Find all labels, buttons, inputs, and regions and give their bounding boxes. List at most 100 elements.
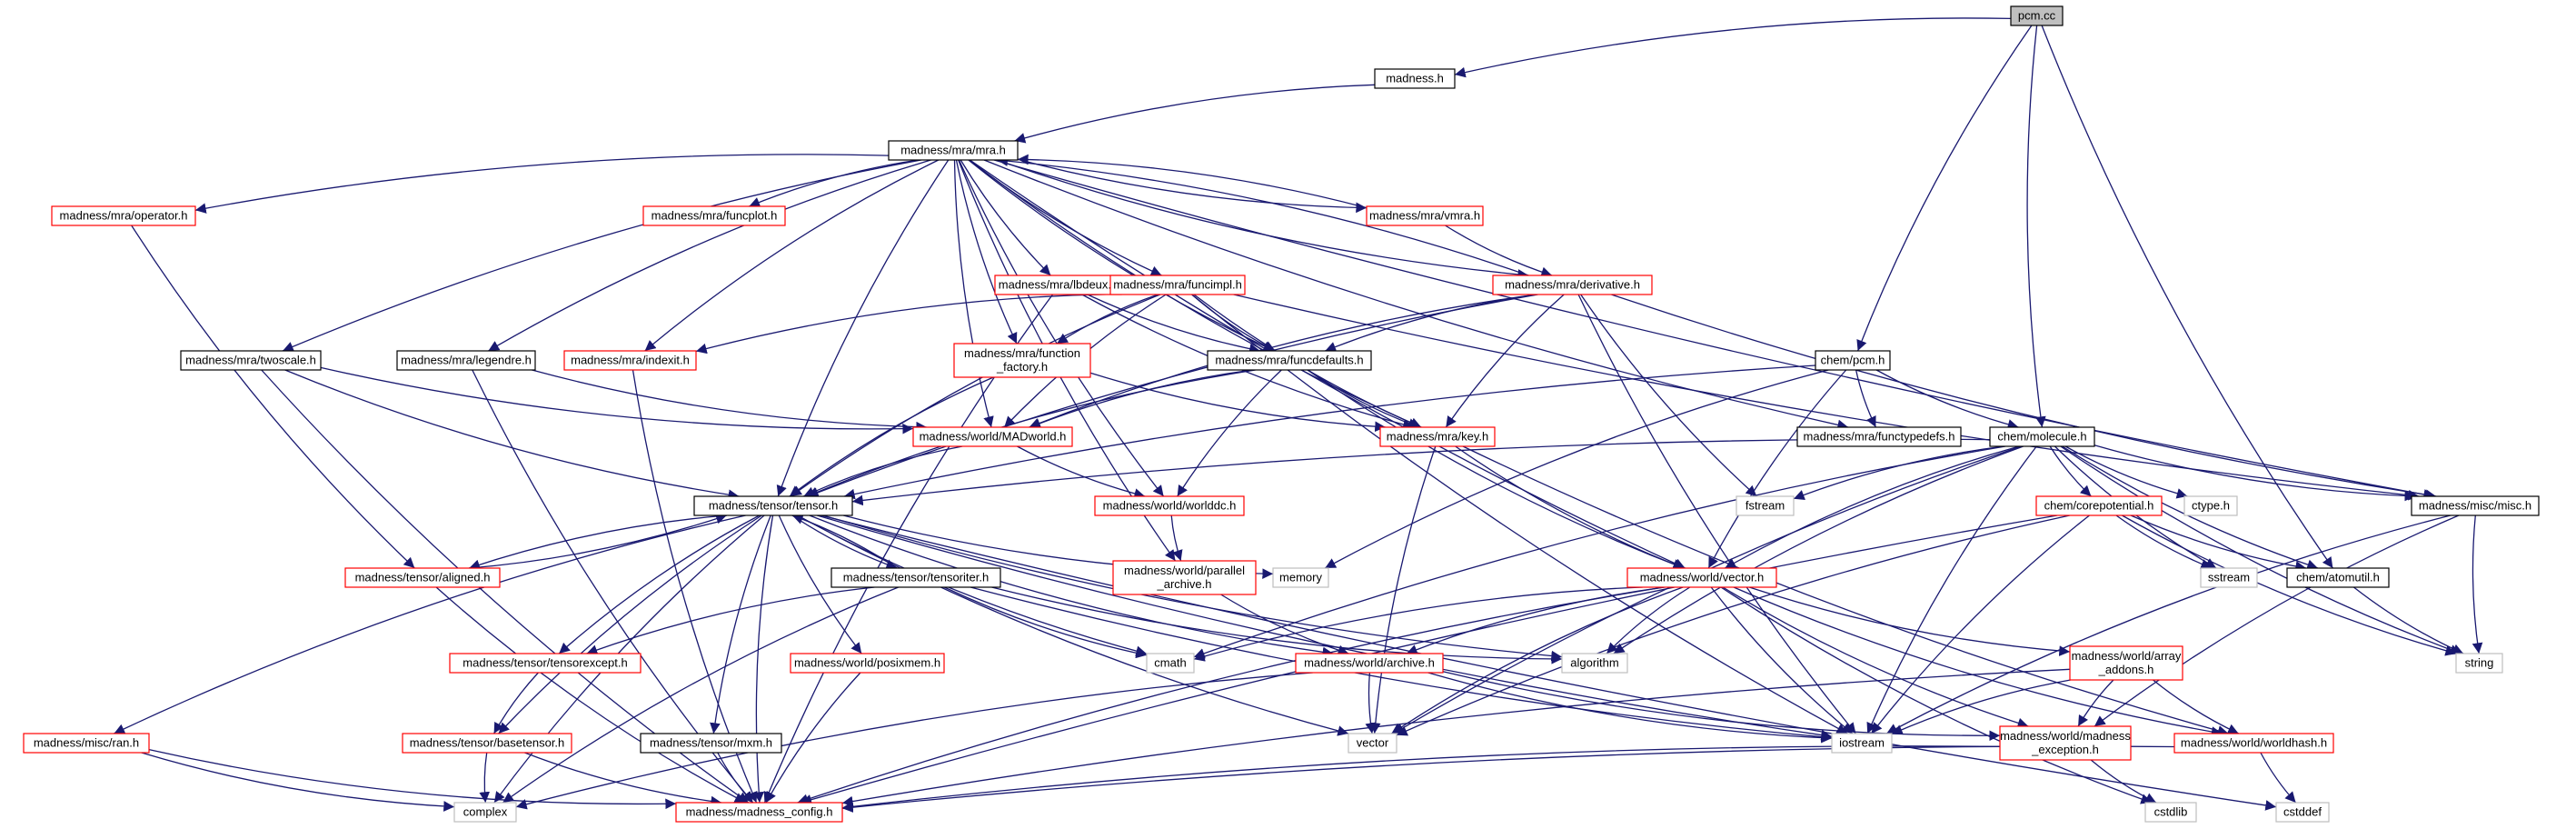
node-derivative-h[interactable]: madness/mra/derivative.h [1492, 275, 1653, 295]
node-ctype-h[interactable]: ctype.h [2183, 495, 2238, 516]
node-archive-h[interactable]: madness/world/archive.h [1295, 653, 1444, 674]
node-worldhash-h[interactable]: madness/world/worldhash.h [2173, 733, 2334, 754]
edge-vector_h-to-cstdlib [1720, 586, 2153, 804]
edge-twoscale_h-to-madworld_h [320, 366, 914, 434]
node-iostream[interactable]: iostream [1831, 733, 1893, 754]
node-basetensor-h[interactable]: madness/tensor/basetensor.h [402, 733, 572, 754]
node-worlddc-h[interactable]: madness/world/worlddc.h [1094, 495, 1245, 516]
node-pcm-cc[interactable]: pcm.cc [2010, 5, 2064, 26]
node-misc-h[interactable]: madness/misc/misc.h [2411, 495, 2540, 516]
edge-tensor_h-to-cstddef [821, 514, 2277, 811]
node-box [23, 733, 150, 754]
edge-funcimpl_h-to-function_factory_h [1056, 294, 1159, 345]
node-label: chem/atomutil.h [2296, 571, 2380, 584]
node-box [563, 350, 697, 371]
node-label: madness/world/worldhash.h [2181, 736, 2327, 750]
node-vector[interactable]: vector [1348, 733, 1397, 754]
node-label: _exception.h [2031, 743, 2099, 756]
node-label: _archive.h [1157, 577, 1212, 591]
node-vector-h[interactable]: madness/world/vector.h [1626, 567, 1777, 588]
edge-atomutil_h-to-string [2353, 586, 2464, 654]
node-box [1561, 653, 1628, 674]
node-tensor-h[interactable]: madness/tensor/tensor.h [693, 495, 853, 516]
node-cmath[interactable]: cmath [1146, 653, 1195, 674]
node-madness-exception-h[interactable]: madness/world/madness_exception.h [1999, 725, 2132, 761]
node-atomutil-h[interactable]: chem/atomutil.h [2286, 567, 2390, 588]
node-box [1736, 495, 1795, 516]
node-key-h[interactable]: madness/mra/key.h [1379, 426, 1496, 447]
node-parallel-archive-h[interactable]: madness/world/parallel_archive.h [1112, 560, 1257, 595]
edge-derivative_h-to-key_h [1445, 294, 1565, 428]
node-aligned-h[interactable]: madness/tensor/aligned.h [344, 567, 501, 588]
node-label: madness/tensor/mxm.h [650, 736, 772, 750]
edge-derivative_h-to-mra_h [997, 155, 1529, 276]
node-fstream[interactable]: fstream [1736, 495, 1795, 516]
node-funcimpl-h[interactable]: madness/mra/funcimpl.h [1109, 275, 1246, 295]
node-algorithm[interactable]: algorithm [1561, 653, 1628, 674]
node-function-factory-h[interactable]: madness/mra/function_factory.h [953, 343, 1091, 378]
node-funcdefaults-h[interactable]: madness/mra/funcdefaults.h [1207, 350, 1372, 371]
node-corepotential-h[interactable]: chem/corepotential.h [2035, 495, 2163, 516]
node-madness-h[interactable]: madness.h [1374, 68, 1456, 89]
node-madworld-h[interactable]: madness/world/MADworld.h [912, 426, 1073, 447]
node-cstddef[interactable]: cstddef [2275, 802, 2330, 823]
node-cstdlib[interactable]: cstdlib [2144, 802, 2197, 823]
node-indexit-h[interactable]: madness/mra/indexit.h [563, 350, 697, 371]
node-label: sstream [2208, 571, 2250, 584]
edge-madness_exception_h-to-cstdlib [2090, 759, 2157, 804]
node-twoscale-h[interactable]: madness/mra/twoscale.h [180, 350, 322, 371]
node-memory[interactable]: memory [1272, 567, 1329, 588]
node-mra-h[interactable]: madness/mra/mra.h [888, 140, 1019, 161]
node-complex[interactable]: complex [453, 802, 517, 823]
edge-tensoriter_h-to-algorithm [991, 586, 1563, 664]
node-box [1348, 733, 1397, 754]
node-array-addons-h[interactable]: madness/world/array_addons.h [2069, 645, 2183, 681]
node-box [180, 350, 322, 371]
node-tensoriter-h[interactable]: madness/tensor/tensoriter.h [830, 567, 1001, 588]
node-layer: pcm.cc madness.h madness/mra/mra.h madness/… [23, 5, 2540, 823]
edge-chem_pcm_h-to-tensor_h [843, 365, 1816, 500]
edge-mxm_h-to-madness_config_h [717, 752, 753, 804]
node-tensorexcept-h[interactable]: madness/tensor/tensorexcept.h [449, 653, 642, 674]
node-molecule-h[interactable]: chem/molecule.h [1989, 426, 2095, 447]
node-sstream[interactable]: sstream [2200, 567, 2258, 588]
node-ran-h[interactable]: madness/misc/ran.h [23, 733, 150, 754]
node-box [888, 140, 1019, 161]
node-label: madness/world/worlddc.h [1103, 499, 1237, 513]
node-posixmem-h[interactable]: madness/world/posixmem.h [790, 653, 945, 674]
edge-array_addons_h-to-madness_config_h [841, 668, 2071, 807]
edge-corepotential_h-to-madness_config_h [801, 514, 2058, 805]
node-box [1366, 205, 1484, 226]
node-label: madness/world/MADworld.h [920, 430, 1067, 444]
node-box [2035, 495, 2163, 516]
edge-archive_h-to-iostream [1427, 672, 1833, 744]
edge-tensoriter_h-to-iostream [970, 586, 1833, 743]
node-funcplot-h[interactable]: madness/mra/funcplot.h [642, 205, 786, 226]
edge-molecule_h-to-vector [1393, 445, 2022, 734]
node-madness-config-h[interactable]: madness/madness_config.h [675, 802, 843, 823]
edge-corepotential_h-to-atomutil_h [2130, 514, 2307, 572]
node-label: cstdlib [2154, 805, 2188, 819]
node-box [912, 426, 1073, 447]
node-box [1272, 567, 1329, 588]
edge-archive_h-to-complex [515, 672, 1313, 810]
node-label: madness/mra/funcdefaults.h [1215, 354, 1363, 367]
node-label: madness/mra/legendre.h [401, 354, 532, 367]
edge-mra_h-to-twoscale_h [282, 159, 922, 352]
node-functypedefs-h[interactable]: madness/mra/functypedefs.h [1796, 426, 1962, 447]
node-label: madness/tensor/aligned.h [355, 571, 491, 584]
node-vmra-h[interactable]: madness/mra/vmra.h [1366, 205, 1484, 226]
node-box [2183, 495, 2238, 516]
node-chem-pcm-h[interactable]: chem/pcm.h [1815, 350, 1891, 371]
edge-function_factory_h-to-key_h [1089, 372, 1386, 433]
edge-funcdefaults_h-to-vector_h [1307, 369, 1685, 570]
node-legendre-h[interactable]: madness/mra/legendre.h [396, 350, 536, 371]
node-operator-h[interactable]: madness/mra/operator.h [51, 205, 196, 226]
node-lbdeux-h[interactable]: madness/mra/lbdeux.h [994, 275, 1122, 295]
edge-molecule_h-to-fstream [1793, 445, 2004, 500]
node-label: madness/mra/mra.h [900, 144, 1006, 157]
node-string[interactable]: string [2455, 653, 2503, 674]
node-mxm-h[interactable]: madness/tensor/mxm.h [640, 733, 782, 754]
node-box [2173, 733, 2334, 754]
